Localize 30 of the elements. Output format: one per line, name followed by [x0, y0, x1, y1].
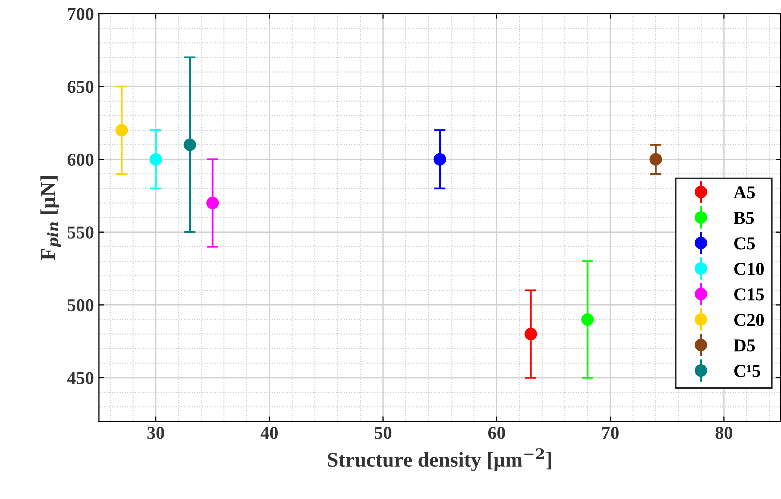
x-tick-label: 60 [488, 427, 506, 440]
y-tick-label: 700 [68, 8, 94, 20]
point [524, 328, 538, 341]
legend-label: C20 [734, 314, 764, 326]
point [116, 124, 128, 137]
legend-label: C¹5 [734, 365, 760, 378]
point [582, 313, 594, 326]
point [434, 153, 446, 166]
y-axis-title: F$_{pin}$ [μN] [40, 176, 62, 260]
point [650, 153, 662, 166]
legend-label: C5 [734, 238, 756, 250]
legend-label: C10 [734, 263, 764, 276]
legend-label: C15 [734, 288, 764, 301]
legend-label: A5 [734, 186, 756, 199]
point [150, 153, 162, 166]
y-tick-label: 500 [68, 299, 94, 312]
legend-label: D5 [734, 340, 756, 352]
y-tick-label: 600 [68, 154, 94, 166]
y-tick-label: 450 [67, 372, 94, 384]
x-tick-label: 50 [374, 427, 392, 440]
point [184, 138, 196, 152]
legend-label: B5 [734, 212, 754, 224]
x-tick-label: 40 [260, 427, 278, 440]
x-axis-title: Structure density [μm$^{−2}$] [328, 448, 552, 472]
y-tick-label: 550 [68, 226, 94, 239]
x-tick-label: 80 [716, 427, 733, 440]
y-tick-label: 650 [68, 81, 94, 94]
x-tick-label: 30 [148, 427, 164, 440]
x-tick-label: 70 [602, 427, 619, 440]
point [206, 197, 220, 210]
